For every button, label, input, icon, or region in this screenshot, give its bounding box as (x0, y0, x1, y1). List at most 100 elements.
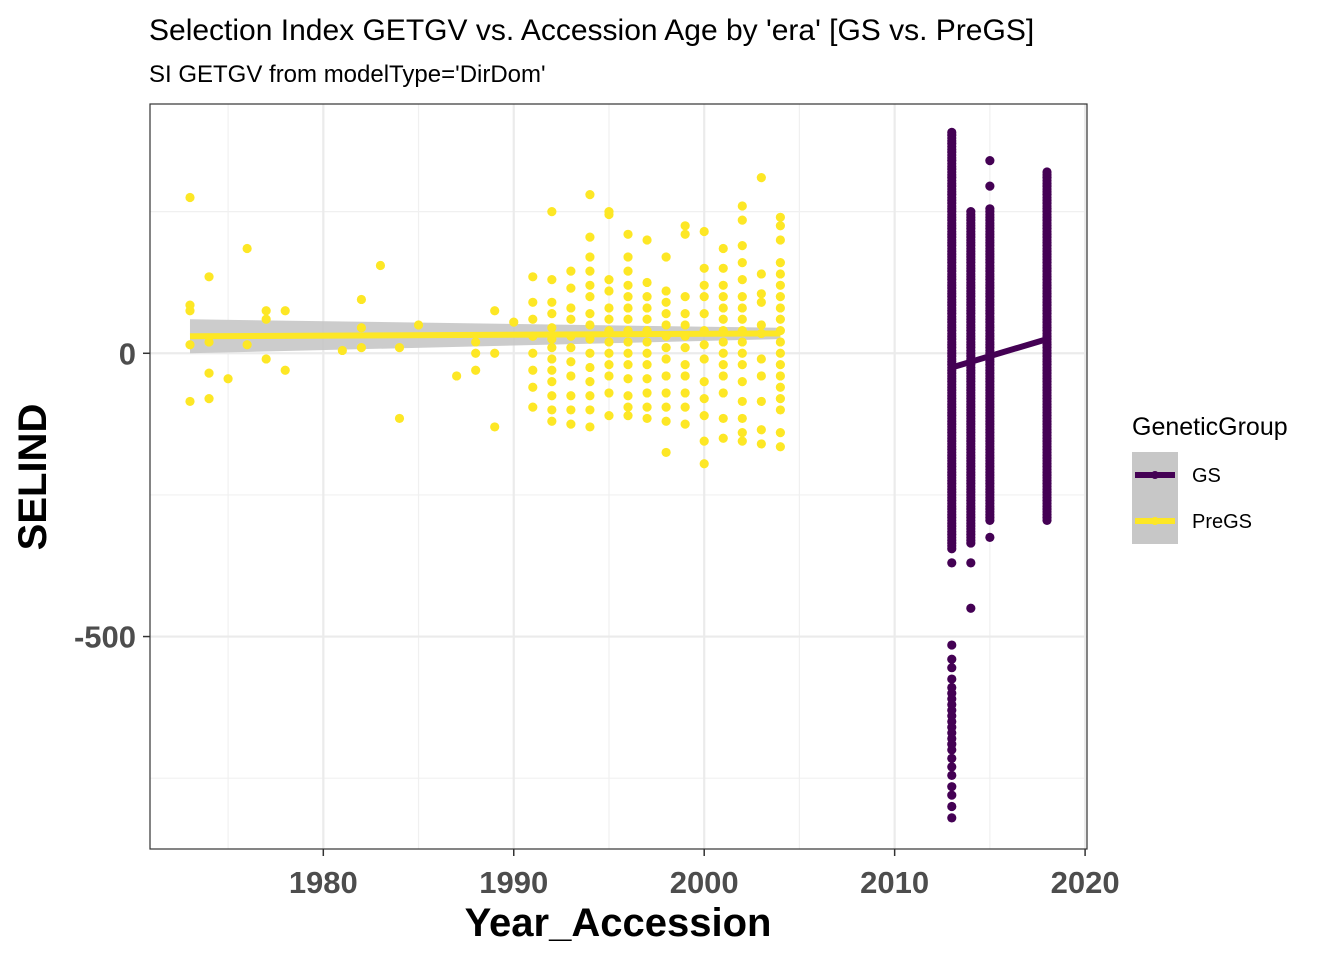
point-pregs (604, 314, 614, 324)
point-pregs (547, 309, 557, 319)
point-pregs (642, 277, 652, 288)
point-pregs (756, 320, 766, 330)
point-pregs (528, 348, 538, 358)
point-pregs (775, 394, 785, 404)
point-pregs (604, 275, 614, 285)
point-pregs (604, 303, 614, 313)
point-pregs (623, 229, 633, 239)
point-pregs (737, 303, 747, 313)
point-pregs (661, 297, 671, 307)
point-gs (947, 558, 957, 568)
legend-title: GeneticGroup (1132, 413, 1288, 441)
point-pregs (775, 280, 785, 290)
point-pregs (661, 309, 671, 319)
point-pregs (718, 263, 728, 273)
point-pregs (642, 337, 652, 347)
point-gs (947, 813, 957, 823)
point-gs (947, 127, 957, 137)
point-pregs (471, 348, 481, 358)
point-pregs (661, 371, 671, 381)
point-pregs (680, 371, 690, 381)
data-points (185, 127, 1052, 823)
point-pregs (737, 258, 747, 268)
point-pregs (547, 416, 557, 426)
point-pregs (775, 337, 785, 347)
point-pregs (737, 413, 747, 424)
trend-line-gs (950, 336, 1048, 371)
trend-line-pregs (189, 330, 781, 340)
point-pregs (718, 303, 728, 313)
point-gs (947, 753, 957, 763)
point-pregs (737, 215, 747, 225)
point-gs (966, 603, 976, 613)
point-pregs (642, 374, 652, 384)
point-gs (947, 654, 957, 664)
point-pregs (642, 292, 652, 302)
point-gs (947, 790, 957, 800)
point-pregs (566, 266, 576, 276)
point-pregs (585, 377, 595, 387)
point-pregs (490, 306, 500, 316)
point-pregs (737, 337, 747, 347)
point-pregs (756, 354, 766, 364)
point-pregs (642, 388, 652, 398)
point-pregs (699, 340, 709, 350)
point-pregs (680, 221, 690, 231)
chart-title: Selection Index GETGV vs. Accession Age … (149, 14, 1034, 47)
point-pregs (604, 410, 614, 421)
point-gs (947, 801, 957, 812)
point-gs (947, 745, 957, 755)
point-gs (985, 204, 995, 214)
point-pregs (585, 391, 595, 401)
point-pregs (718, 292, 728, 302)
point-gs (947, 782, 957, 792)
point-gs (985, 532, 995, 543)
point-pregs (737, 436, 747, 446)
point-pregs (566, 371, 576, 381)
point-pregs (471, 365, 481, 375)
point-pregs (642, 303, 652, 313)
point-pregs (566, 391, 576, 401)
point-pregs (775, 360, 785, 370)
point-pregs (604, 388, 614, 398)
point-pregs (204, 368, 214, 378)
point-pregs (204, 337, 214, 347)
point-pregs (604, 286, 614, 296)
point-pregs (718, 280, 728, 290)
point-pregs (566, 419, 576, 429)
x-tick-label: 2000 (670, 865, 739, 900)
point-pregs (661, 402, 671, 412)
point-pregs (585, 190, 595, 200)
point-pregs (642, 413, 652, 424)
point-pregs (528, 382, 538, 392)
point-pregs (680, 360, 690, 370)
point-pregs (547, 354, 557, 364)
point-pregs (604, 209, 614, 220)
point-pregs (775, 258, 785, 268)
point-pregs (566, 405, 576, 415)
point-pregs (623, 314, 633, 324)
point-pregs (718, 243, 728, 254)
point-pregs (223, 374, 233, 384)
point-pregs (775, 292, 785, 302)
point-pregs (775, 221, 785, 231)
point-pregs (756, 173, 766, 183)
point-pregs (623, 410, 633, 421)
point-gs (985, 181, 995, 191)
point-pregs (509, 317, 519, 327)
point-pregs (623, 374, 633, 384)
legend-key-pregs-point (1151, 517, 1159, 525)
point-pregs (699, 226, 709, 237)
point-pregs (585, 405, 595, 415)
point-pregs (775, 371, 785, 381)
x-tick-label: 2010 (860, 865, 929, 900)
x-axis-ticks: 1980 1990 2000 2010 2020 (289, 849, 1120, 900)
y-tick-label: -500 (74, 620, 136, 655)
point-pregs (585, 362, 595, 373)
point-pregs (699, 309, 709, 319)
point-pregs (623, 266, 633, 276)
point-pregs (547, 405, 557, 415)
point-pregs (604, 348, 614, 358)
